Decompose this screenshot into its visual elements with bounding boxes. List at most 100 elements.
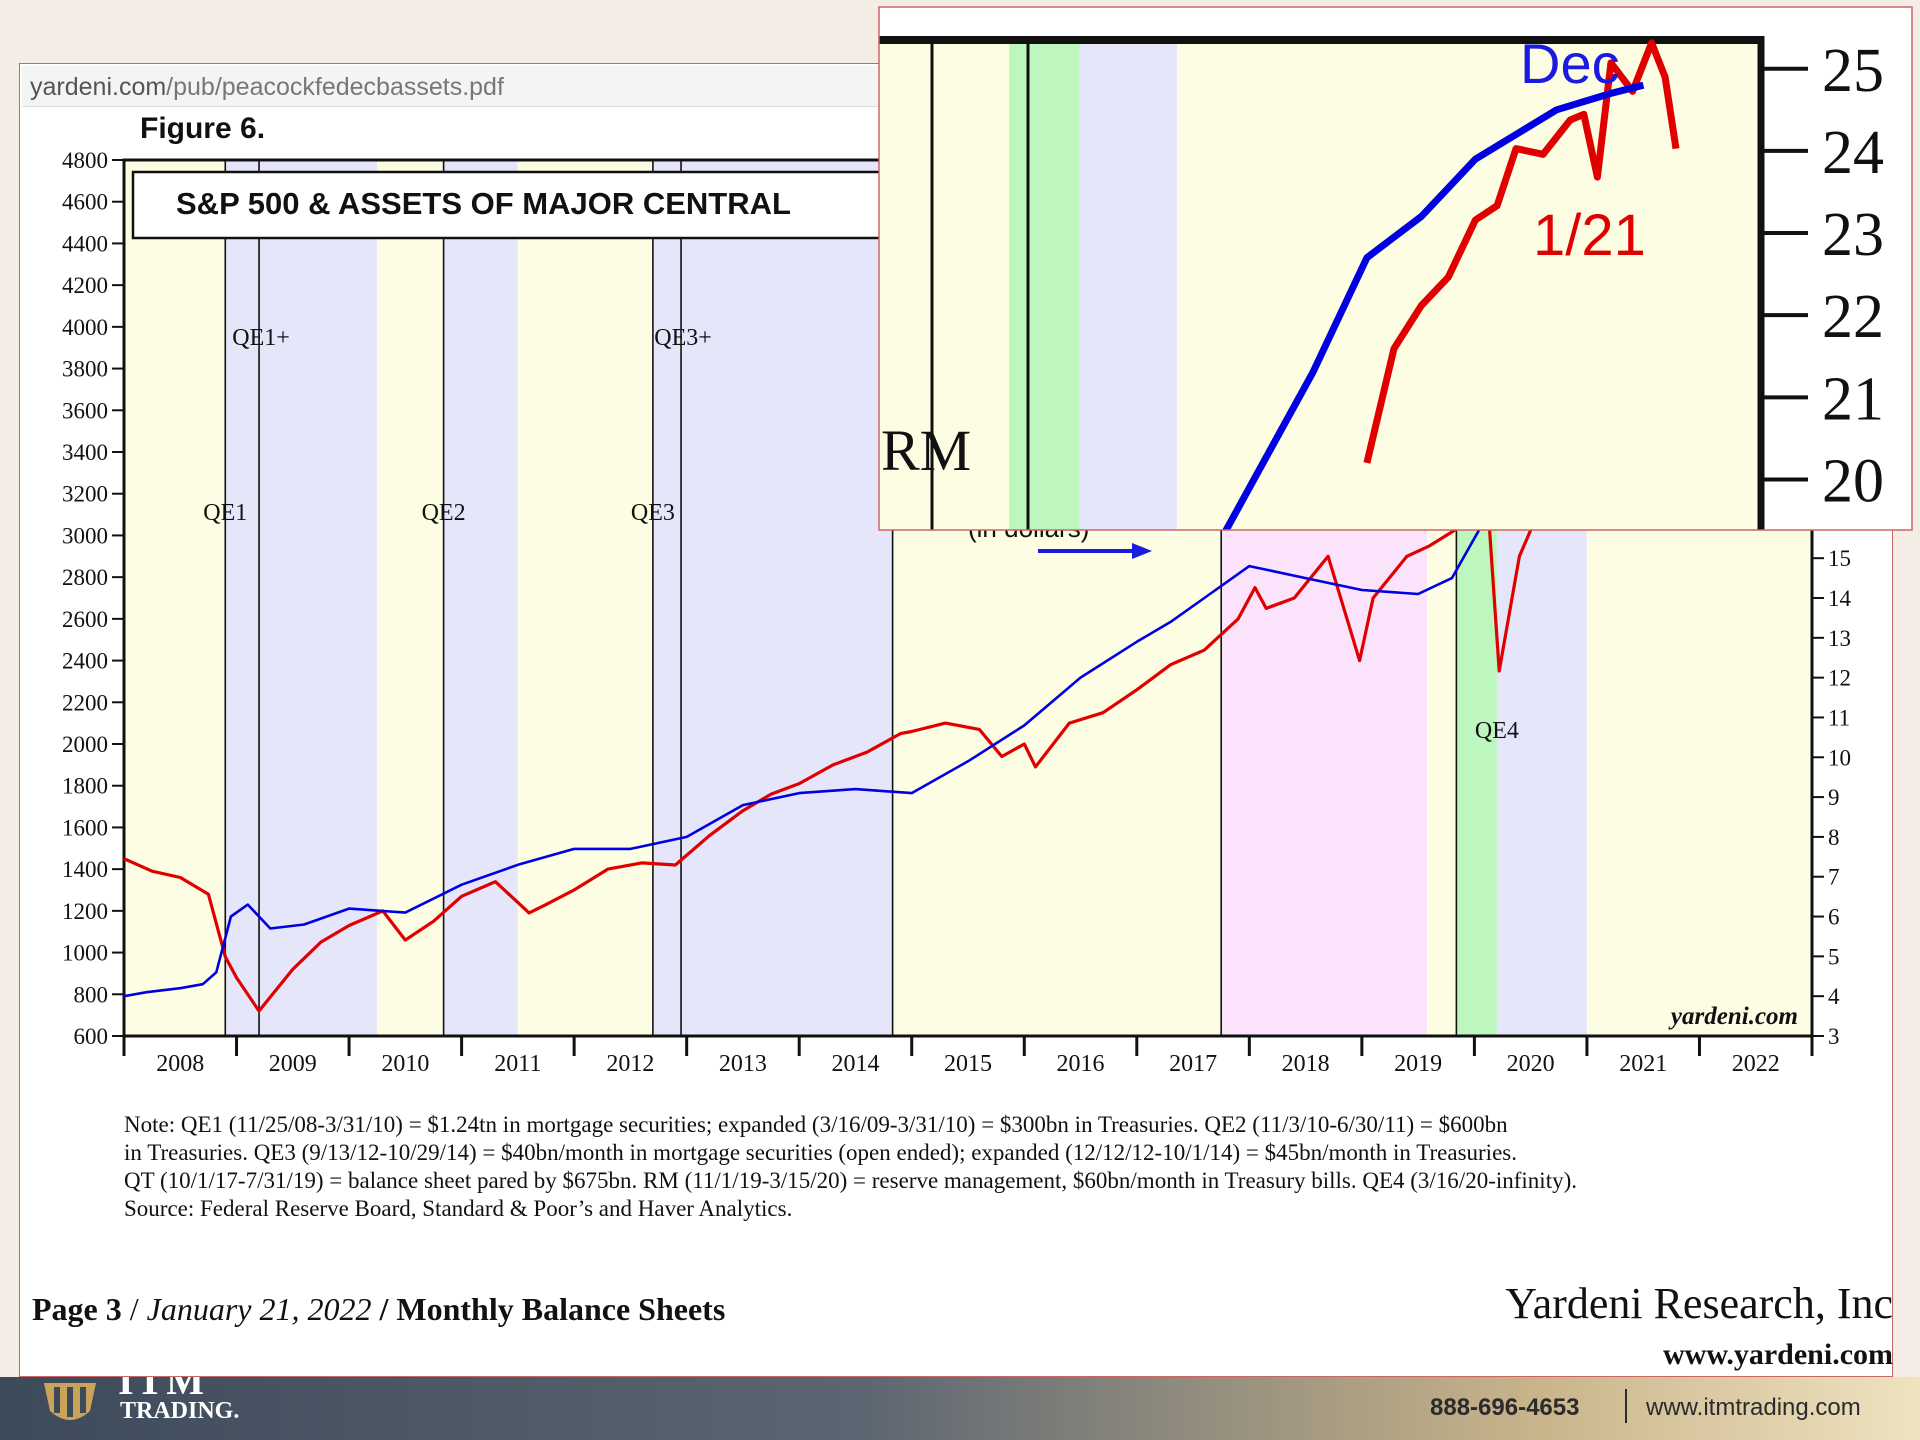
brand-name-bottom: TRADING. <box>120 1398 240 1424</box>
right-tick-label: 12 <box>1828 666 1851 691</box>
left-tick-label: 800 <box>74 982 109 1007</box>
axes: 600 800 1000 1200 1400 1600 1800 2000 2200 2400 26… <box>62 148 1852 1077</box>
chart-title: S&P 500 & ASSETS OF MAJOR CENTRAL <box>176 186 791 221</box>
inset-annotation-rm: RM <box>881 418 971 483</box>
left-tick-label: 3600 <box>62 398 108 423</box>
right-tick-label: 11 <box>1828 705 1850 730</box>
right-tick-label: 13 <box>1828 626 1851 651</box>
x-tick-label: 2018 <box>1282 1051 1330 1077</box>
left-tick-label: 2400 <box>62 649 108 674</box>
event-label: QE3 <box>631 500 675 526</box>
event-label: QE3+ <box>654 325 712 351</box>
watermark: yardeni.com <box>1668 1003 1798 1030</box>
chart-decor: Figure 6. S&P 500 & ASSETS OF MAJOR CENT… <box>131 112 1798 1030</box>
x-tick-label: 2012 <box>606 1051 654 1077</box>
event-label: QE4 <box>1475 718 1519 744</box>
x-tick-label: 2019 <box>1394 1051 1442 1077</box>
right-tick-label: 7 <box>1828 865 1840 890</box>
regime-band <box>225 160 378 1036</box>
inset-series-red <box>1363 39 1680 464</box>
left-tick-label: 3000 <box>62 523 108 548</box>
inset-tick-label: 23 <box>1822 201 1884 269</box>
series-line-red <box>123 388 1589 1013</box>
inset-series <box>1222 39 1680 530</box>
x-tick-label: 2015 <box>944 1051 992 1077</box>
right-tick-label: 15 <box>1828 546 1851 571</box>
x-tick-label: 2020 <box>1507 1051 1555 1077</box>
report-date: January 21, 2022 <box>147 1291 372 1327</box>
regime-band <box>517 160 653 1036</box>
inset-axes: 20 21 22 23 24 25 <box>1761 37 1884 515</box>
right-tick-label: 3 <box>1828 1024 1840 1049</box>
inset-annotations: RM Dec 1/21 <box>881 32 1646 483</box>
brand-bar: ITM TRADING. 888-696-4653 www.itmtrading… <box>0 1377 1920 1440</box>
left-tick-label: 2000 <box>62 732 108 757</box>
left-tick-label: 3400 <box>62 440 108 465</box>
inset-border <box>878 6 1913 531</box>
inset-annotation-dec: Dec <box>1520 32 1620 95</box>
inset-tick-label: 20 <box>1822 447 1884 515</box>
url-domain: yardeni.com <box>30 73 167 101</box>
x-tick-label: 2008 <box>156 1051 204 1077</box>
left-tick-label: 1800 <box>62 774 108 799</box>
left-tick-label: 2200 <box>62 690 108 715</box>
right-tick-label: 6 <box>1828 905 1840 930</box>
figure-label: Figure 6. <box>140 112 265 145</box>
regime-band <box>124 160 226 1036</box>
itm-logo-icon <box>44 1383 96 1420</box>
left-tick-label: 1600 <box>62 815 108 840</box>
x-tick-label: 2011 <box>494 1051 541 1077</box>
left-tick-label: 4200 <box>62 273 108 298</box>
title-box <box>131 170 895 240</box>
event-lines: QE1 QE1+ QE2 QE3 QE3+ QE4 <box>203 160 1519 1036</box>
arrow-head <box>1132 543 1152 559</box>
left-tick-label: 4400 <box>62 231 108 256</box>
left-tick-label: 600 <box>74 1024 109 1049</box>
event-label: QE1 <box>203 500 247 526</box>
note-block: Note: QE1 (11/25/08-3/31/10) = $1.24tn i… <box>124 1112 1577 1221</box>
brand-name-top: ITM <box>118 1377 207 1403</box>
brand-separator <box>1625 1389 1627 1423</box>
left-tick-label: 4800 <box>62 148 108 173</box>
x-tick-label: 2009 <box>269 1051 317 1077</box>
event-label: QE1+ <box>232 325 290 351</box>
url-path: /pub/peacockfedecbassets.pdf <box>166 73 504 101</box>
x-tick-label: 2016 <box>1057 1051 1105 1077</box>
x-tick-label: 2014 <box>831 1051 879 1077</box>
left-tick-label: 2600 <box>62 607 108 632</box>
right-tick-label: 4 <box>1828 984 1840 1009</box>
company-site: www.yardeni.com <box>1663 1338 1893 1371</box>
inset-band <box>1009 40 1080 530</box>
x-tick-label: 2010 <box>381 1051 429 1077</box>
phone-number[interactable]: 888-696-4653 <box>1430 1394 1580 1421</box>
regime-band <box>652 160 893 1036</box>
regime-band <box>377 160 444 1036</box>
inset-tick-label: 24 <box>1822 119 1884 187</box>
brand-website-link[interactable]: www.itmtrading.com <box>1646 1394 1861 1421</box>
inset-tick-label: 21 <box>1822 365 1884 433</box>
footer-sep-2: / <box>372 1291 397 1327</box>
note-line-2: in Treasuries. QE3 (9/13/12-10/29/14) = … <box>124 1140 1517 1165</box>
inset-annotation-date: 1/21 <box>1533 203 1646 268</box>
left-tick-label: 1200 <box>62 899 108 924</box>
left-tick-label: 4000 <box>62 315 108 340</box>
inset-tick-label: 22 <box>1822 283 1884 351</box>
inset-frame <box>879 36 1765 530</box>
right-tick-label: 9 <box>1828 785 1840 810</box>
right-tick-label: 8 <box>1828 825 1840 850</box>
page-ref: Page 3 / January 21, 2022 / Monthly Bala… <box>32 1291 725 1327</box>
left-tick-label: 1000 <box>62 941 108 966</box>
page-number: Page 3 <box>32 1291 122 1327</box>
event-label: QE2 <box>422 500 466 526</box>
url-text[interactable]: yardeni.com/pub/peacockfedecbassets.pdf <box>30 73 504 102</box>
x-tick-label: 2017 <box>1169 1051 1217 1077</box>
doc-footer: Page 3 / January 21, 2022 / Monthly Bala… <box>32 1279 1893 1371</box>
x-tick-label: 2021 <box>1619 1051 1667 1077</box>
left-tick-label: 3200 <box>62 482 108 507</box>
right-tick-label: 14 <box>1828 586 1852 611</box>
company-name: Yardeni Research, Inc <box>1505 1279 1893 1328</box>
inset-tick-label: 25 <box>1822 37 1884 105</box>
inset-regime-bands <box>879 40 1760 530</box>
left-tick-label: 2800 <box>62 565 108 590</box>
footer-sep-1: / <box>122 1291 147 1327</box>
